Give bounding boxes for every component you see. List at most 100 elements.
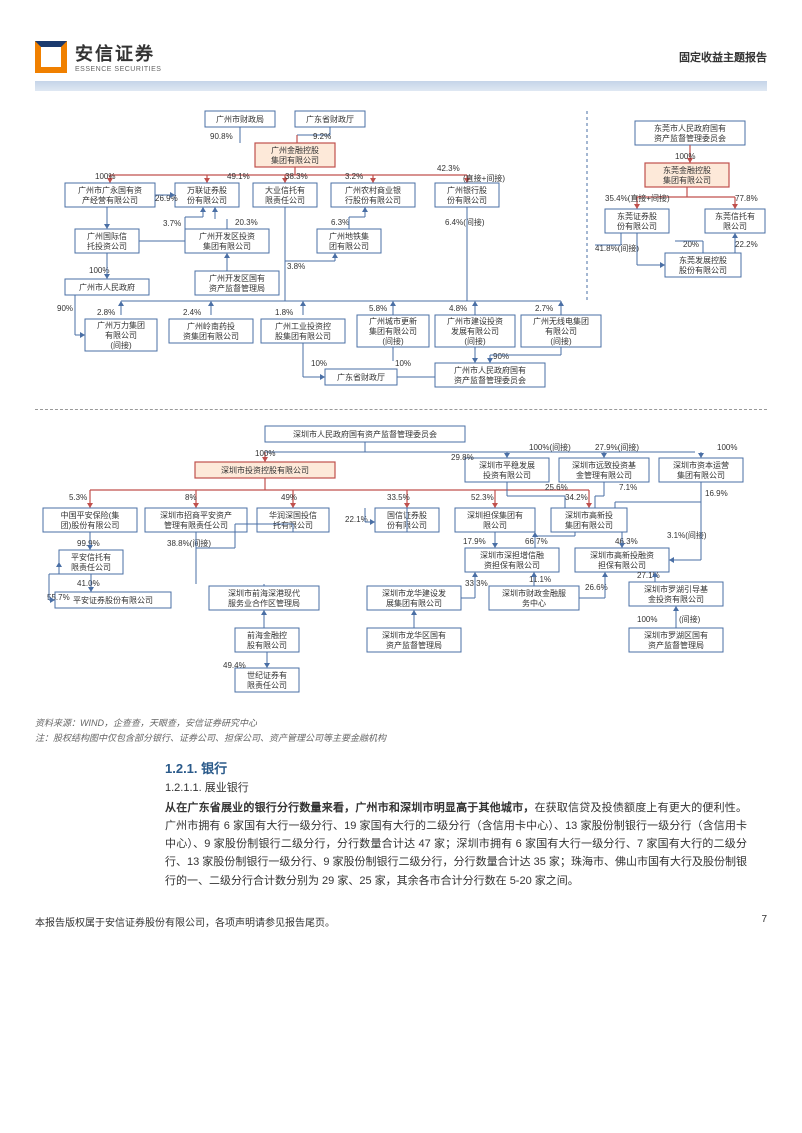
svg-text:担保有限公司: 担保有限公司 xyxy=(598,560,646,570)
heading-1: 1.2.1. 银行 xyxy=(165,758,747,777)
svg-text:66.7%: 66.7% xyxy=(525,537,548,546)
svg-text:限责任公司: 限责任公司 xyxy=(71,562,111,572)
svg-text:16.9%: 16.9% xyxy=(705,489,728,498)
svg-text:(间接): (间接) xyxy=(382,336,404,346)
svg-text:份有限公司: 份有限公司 xyxy=(617,221,657,231)
header-bar xyxy=(35,81,767,91)
svg-text:(间接): (间接) xyxy=(679,614,701,624)
svg-text:中国平安保险(集: 中国平安保险(集 xyxy=(61,510,120,520)
svg-text:100%: 100% xyxy=(637,615,657,624)
svg-text:90%: 90% xyxy=(57,304,73,313)
svg-text:49.4%: 49.4% xyxy=(223,661,246,670)
svg-text:(间接): (间接) xyxy=(550,336,572,346)
svg-text:广东省财政厅: 广东省财政厅 xyxy=(306,114,354,124)
svg-text:资集团有限公司: 资集团有限公司 xyxy=(183,331,239,341)
svg-text:52.3%: 52.3% xyxy=(471,493,494,502)
svg-text:资产监督管理局: 资产监督管理局 xyxy=(648,640,704,650)
svg-text:6.4%(间接): 6.4%(间接) xyxy=(445,217,485,227)
svg-text:深圳市深担增信融: 深圳市深担增信融 xyxy=(480,550,544,560)
svg-text:广州市广永国有资: 广州市广永国有资 xyxy=(78,185,142,195)
svg-text:49%: 49% xyxy=(281,493,297,502)
svg-text:100%: 100% xyxy=(717,443,737,452)
svg-text:2.7%: 2.7% xyxy=(535,304,553,313)
svg-text:世纪证券有: 世纪证券有 xyxy=(247,670,287,680)
svg-text:广东省财政厅: 广东省财政厅 xyxy=(337,372,385,382)
note-line: 注：股权结构图中仅包含部分银行、证券公司、担保公司、资产管理公司等主要金融机构 xyxy=(35,731,767,744)
divider xyxy=(35,409,767,410)
org-chart-guangzhou-dongguan: 广州市财政局广东省财政厅90.8%9.2%广州金融控股集团有限公司广州市广永国有… xyxy=(35,101,767,397)
svg-text:90%: 90% xyxy=(493,352,509,361)
svg-text:广州市人民政府国有: 广州市人民政府国有 xyxy=(454,365,526,375)
svg-text:29.8%: 29.8% xyxy=(451,453,474,462)
svg-text:广州工业投资控: 广州工业投资控 xyxy=(275,321,331,331)
svg-text:深圳市人民政府国有资产监督管理委员会: 深圳市人民政府国有资产监督管理委员会 xyxy=(293,429,437,439)
svg-text:77.8%: 77.8% xyxy=(735,194,758,203)
svg-text:广州无线电集团: 广州无线电集团 xyxy=(533,316,589,326)
svg-text:7.1%: 7.1% xyxy=(619,483,637,492)
svg-text:深圳市远致投资基: 深圳市远致投资基 xyxy=(572,460,636,470)
svg-text:4.8%: 4.8% xyxy=(449,304,467,313)
svg-text:广州市财政局: 广州市财政局 xyxy=(216,114,264,124)
svg-text:平安证券股份有限公司: 平安证券股份有限公司 xyxy=(73,595,153,605)
svg-text:广州开发区投资: 广州开发区投资 xyxy=(199,231,255,241)
svg-text:广州市人民政府: 广州市人民政府 xyxy=(79,282,135,292)
svg-text:22.1%: 22.1% xyxy=(345,515,368,524)
svg-text:资产监督管理局: 资产监督管理局 xyxy=(386,640,442,650)
svg-text:集团有限公司: 集团有限公司 xyxy=(271,155,319,165)
svg-text:22.2%: 22.2% xyxy=(735,240,758,249)
svg-text:深圳市高新投融资: 深圳市高新投融资 xyxy=(590,550,654,560)
svg-text:集团有限公司: 集团有限公司 xyxy=(203,241,251,251)
svg-text:5.3%: 5.3% xyxy=(69,493,87,502)
paragraph: 从在广东省展业的银行分行数量来看，广州市和深圳市明显高于其他城市，在获取信贷及投… xyxy=(165,799,747,890)
svg-text:100%: 100% xyxy=(675,152,695,161)
svg-text:东莞市人民政府国有: 东莞市人民政府国有 xyxy=(654,123,726,133)
svg-text:(直接+间接): (直接+间接) xyxy=(463,173,505,183)
svg-text:46.3%: 46.3% xyxy=(615,537,638,546)
org-chart-shenzhen: 深圳市人民政府国有资产监督管理委员会 100% 深圳市投资控股有限公司 深圳市平稳发展… xyxy=(35,418,767,704)
svg-text:100%(间接): 100%(间接) xyxy=(529,442,571,452)
svg-text:深圳市罗湖区国有: 深圳市罗湖区国有 xyxy=(644,630,708,640)
header: 安信证券 ESSENCE SECURITIES 固定收益主题报告 xyxy=(35,40,767,73)
svg-text:份有限公司: 份有限公司 xyxy=(447,195,487,205)
page-number: 7 xyxy=(761,914,767,929)
svg-text:3.2%: 3.2% xyxy=(345,172,363,181)
svg-text:东莞信托有: 东莞信托有 xyxy=(715,211,755,221)
svg-text:8%: 8% xyxy=(185,493,197,502)
svg-text:广州市建设投资: 广州市建设投资 xyxy=(447,316,503,326)
svg-text:49.1%: 49.1% xyxy=(227,172,250,181)
svg-text:广州农村商业银: 广州农村商业银 xyxy=(345,185,401,195)
svg-text:42.3%: 42.3% xyxy=(437,164,460,173)
svg-text:资担保有限公司: 资担保有限公司 xyxy=(484,560,540,570)
svg-text:限责任公司: 限责任公司 xyxy=(265,195,305,205)
svg-text:股集团有限公司: 股集团有限公司 xyxy=(275,331,331,341)
svg-text:广州银行股: 广州银行股 xyxy=(447,185,487,195)
svg-text:团)股份有限公司: 团)股份有限公司 xyxy=(61,520,120,530)
svg-text:团有限公司: 团有限公司 xyxy=(329,241,369,251)
svg-text:托投资公司: 托投资公司 xyxy=(87,241,127,251)
svg-text:集团有限公司: 集团有限公司 xyxy=(663,175,711,185)
svg-text:广州城市更新: 广州城市更新 xyxy=(369,316,417,326)
svg-text:发展有限公司: 发展有限公司 xyxy=(451,326,499,336)
svg-text:万联证券股: 万联证券股 xyxy=(187,185,227,195)
svg-text:35.4%(直接+间接): 35.4%(直接+间接) xyxy=(605,193,670,203)
svg-text:深圳市资本运营: 深圳市资本运营 xyxy=(673,460,729,470)
svg-text:集团有限公司: 集团有限公司 xyxy=(565,520,613,530)
svg-text:华润深国投信: 华润深国投信 xyxy=(269,510,317,520)
svg-text:深圳市投资控股有限公司: 深圳市投资控股有限公司 xyxy=(221,465,309,475)
svg-text:投资有限公司: 投资有限公司 xyxy=(483,470,531,480)
svg-text:管理有限责任公司: 管理有限责任公司 xyxy=(164,520,228,530)
svg-text:股份有限公司: 股份有限公司 xyxy=(679,265,727,275)
svg-text:深圳市平稳发展: 深圳市平稳发展 xyxy=(479,460,535,470)
svg-text:限公司: 限公司 xyxy=(723,222,747,231)
svg-text:27.9%(间接): 27.9%(间接) xyxy=(595,442,639,452)
svg-text:集团有限公司: 集团有限公司 xyxy=(677,470,725,480)
svg-text:金投资有限公司: 金投资有限公司 xyxy=(648,594,704,604)
svg-text:深圳市龙华区国有: 深圳市龙华区国有 xyxy=(382,630,446,640)
svg-text:广州开发区国有: 广州开发区国有 xyxy=(209,273,265,283)
logo-cn: 安信证券 xyxy=(75,40,161,66)
svg-text:38.8%(间接): 38.8%(间接) xyxy=(167,538,211,548)
heading-2: 1.2.1.1. 展业银行 xyxy=(165,779,747,795)
svg-text:(间接): (间接) xyxy=(110,340,132,350)
logo-icon xyxy=(35,41,67,73)
svg-text:广州国际信: 广州国际信 xyxy=(87,231,127,241)
